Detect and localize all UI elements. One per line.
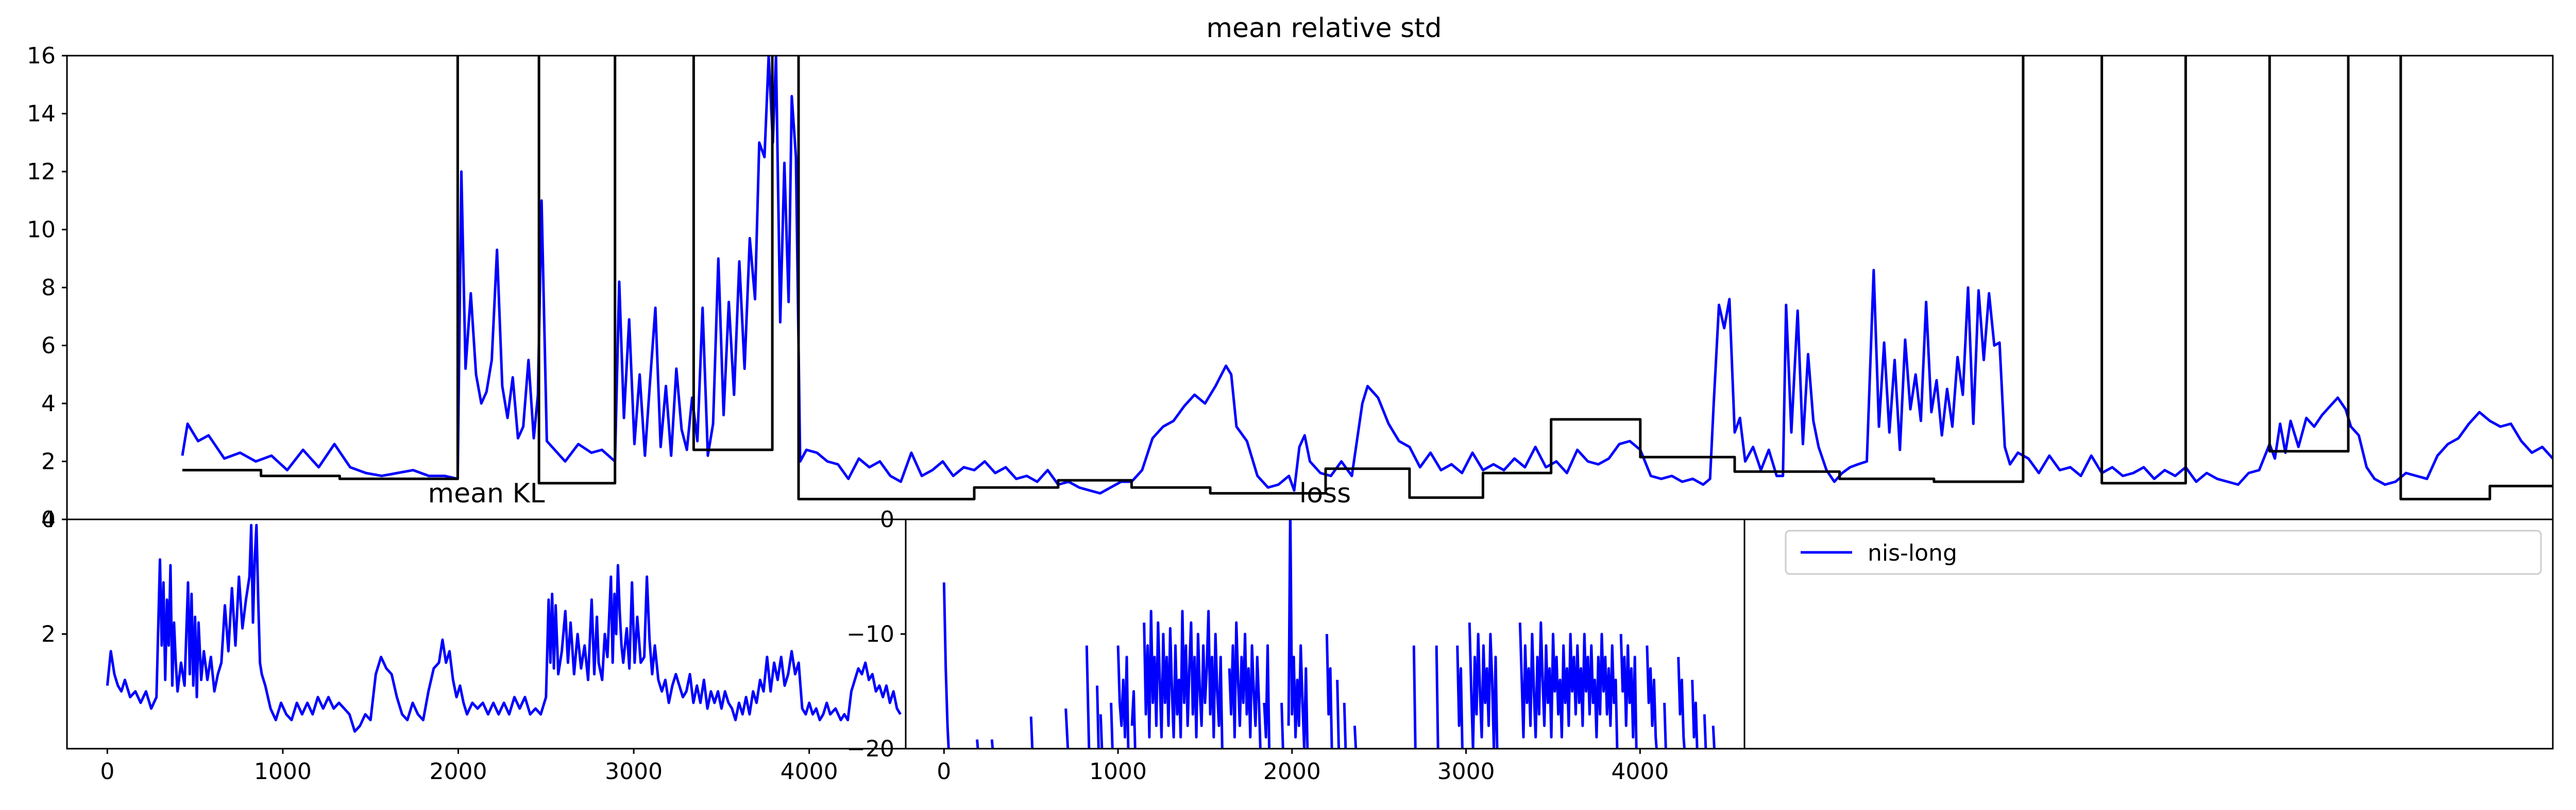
top-ytick-label: 6 <box>41 333 56 359</box>
kl-ytick-label: 2 <box>41 621 56 648</box>
top-ytick-label: 14 <box>27 101 56 127</box>
title-mean-kl: mean KL <box>428 478 545 509</box>
top-ytick-label: 8 <box>41 275 56 301</box>
loss-xtick-label: 2000 <box>1263 758 1321 785</box>
series-line-nis-long-kl <box>106 524 902 733</box>
loss-xtick-label: 0 <box>937 758 951 785</box>
top-ytick-label: 2 <box>41 449 56 475</box>
loss-ytick-label: −10 <box>846 621 894 648</box>
loss-xtick-label: 1000 <box>1089 758 1147 785</box>
series-line-reference-top <box>182 56 2553 501</box>
kl-xtick-label: 2000 <box>430 758 487 785</box>
series-line-nis-long-top <box>181 56 2553 495</box>
kl-xtick-label: 1000 <box>254 758 312 785</box>
panel-legend: nis-long <box>1743 518 2554 750</box>
kl-xtick-label: 4000 <box>781 758 838 785</box>
top-ytick-label: 12 <box>27 159 56 185</box>
kl-ytick-label: 4 <box>41 507 56 533</box>
loss-xtick-label: 4000 <box>1611 758 1669 785</box>
top-ytick-label: 10 <box>27 217 56 243</box>
legend-label-nis-long: nis-long <box>1868 540 1957 566</box>
title-mean-relative-std: mean relative std <box>1206 13 1442 44</box>
loss-series-group <box>942 519 1716 749</box>
kl-xtick-label: 0 <box>100 758 114 785</box>
top-yticks: 0 2 4 6 8 10 12 14 16 <box>27 43 67 533</box>
axes-frame-legend <box>1743 518 2554 750</box>
loss-xticks: 0 1000 2000 3000 4000 <box>937 749 1669 785</box>
top-ytick-label: 16 <box>27 43 56 69</box>
loss-ytick-label: −20 <box>846 736 894 762</box>
series-line-nis-long-loss <box>942 519 1716 749</box>
loss-xtick-label: 3000 <box>1437 758 1495 785</box>
legend-box <box>1785 530 2542 575</box>
top-series-group <box>181 56 2553 501</box>
loss-yticks: 0 −10 −20 <box>846 507 906 762</box>
panel-loss: loss 0 −10 −20 0 1000 2000 3000 4000 <box>846 478 1745 785</box>
top-ytick-label: 4 <box>41 391 56 417</box>
legend: nis-long <box>1785 530 2542 575</box>
kl-xticks: 0 1000 2000 3000 4000 <box>100 749 838 785</box>
title-loss: loss <box>1299 478 1351 509</box>
kl-yticks: 24 <box>41 507 67 648</box>
panel-mean-relative-std: mean relative std 0 2 4 6 8 10 12 14 16 <box>27 13 2554 533</box>
loss-ytick-label: 0 <box>880 507 894 533</box>
top-ytick-label: 0 <box>41 507 56 533</box>
kl-series-group <box>106 524 902 733</box>
kl-xtick-label: 3000 <box>605 758 663 785</box>
